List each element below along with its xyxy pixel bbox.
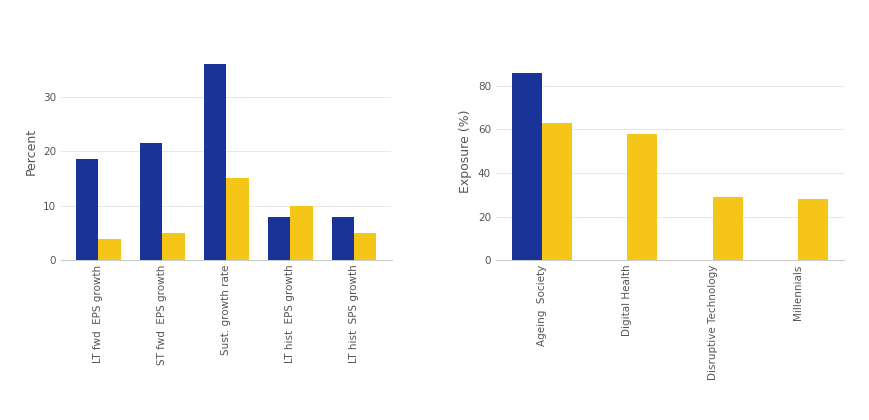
Bar bbox=[627, 134, 656, 260]
Bar bbox=[290, 206, 312, 260]
Bar bbox=[203, 64, 226, 260]
Bar bbox=[541, 123, 571, 260]
Bar bbox=[712, 197, 742, 260]
Bar bbox=[797, 199, 827, 260]
Bar bbox=[226, 178, 249, 260]
Legend: Novo Nordisk, Johnson & Johnson: Novo Nordisk, Johnson & Johnson bbox=[101, 418, 351, 420]
Legend: Novo Nordisk, Johnson & Johnson: Novo Nordisk, Johnson & Johnson bbox=[544, 418, 794, 420]
Bar bbox=[140, 143, 162, 260]
Bar bbox=[331, 217, 354, 260]
Bar bbox=[162, 233, 184, 260]
Bar bbox=[268, 217, 290, 260]
Bar bbox=[354, 233, 376, 260]
Y-axis label: Percent: Percent bbox=[24, 128, 37, 175]
Bar bbox=[98, 239, 121, 260]
Bar bbox=[511, 73, 541, 260]
Bar bbox=[76, 159, 98, 260]
Y-axis label: Exposure (%): Exposure (%) bbox=[459, 110, 472, 193]
